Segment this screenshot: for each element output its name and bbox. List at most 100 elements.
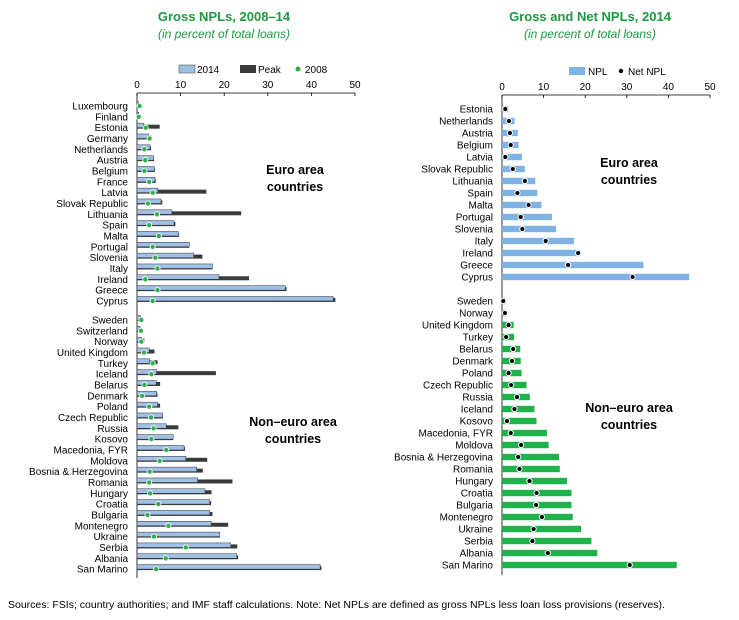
bar-npl bbox=[502, 453, 559, 461]
marker-net-npl bbox=[507, 429, 514, 437]
legend-swatch-2014 bbox=[178, 64, 196, 74]
category-label: Netherlands bbox=[439, 117, 493, 128]
category-label: Czech Republic bbox=[58, 413, 128, 424]
bar-npl bbox=[502, 525, 582, 533]
x-tick-label: 20 bbox=[219, 80, 231, 91]
marker-net-npl bbox=[505, 321, 512, 329]
category-label: Slovenia bbox=[455, 225, 494, 236]
marker-net-npl bbox=[517, 213, 524, 221]
category-label: Albania bbox=[460, 549, 494, 560]
npl-figure: Gross NPLs, 2008–14 (in percent of total … bbox=[29, 9, 716, 578]
marker-net-npl bbox=[501, 309, 509, 317]
marker-2008 bbox=[136, 103, 143, 110]
category-label: Ireland bbox=[97, 275, 128, 286]
category-label: Latvia bbox=[101, 188, 128, 199]
marker-2008 bbox=[139, 392, 146, 399]
marker-2008 bbox=[146, 479, 153, 486]
marker-2008 bbox=[153, 566, 160, 573]
category-label: Kosovo bbox=[460, 417, 494, 428]
legend-marker-net-npl bbox=[618, 68, 624, 74]
group-label: countries bbox=[601, 418, 657, 432]
category-label: San Marino bbox=[442, 561, 494, 572]
bar-2014 bbox=[136, 358, 150, 364]
marker-2008 bbox=[135, 113, 142, 120]
category-label: Croatia bbox=[461, 489, 494, 500]
bar-2014 bbox=[136, 296, 334, 302]
category-label: Croatia bbox=[96, 500, 129, 511]
marker-net-npl bbox=[505, 369, 512, 377]
category-label: Bulgaria bbox=[456, 501, 493, 512]
group-label: countries bbox=[267, 180, 323, 194]
category-label: Lithuania bbox=[87, 210, 128, 221]
bar-npl bbox=[502, 153, 522, 161]
category-label: Turkey bbox=[463, 333, 493, 344]
marker-net-npl bbox=[503, 417, 511, 425]
marker-net-npl bbox=[507, 141, 514, 149]
category-label: Greece bbox=[95, 286, 128, 297]
marker-net-npl bbox=[503, 333, 510, 341]
bar-npl bbox=[502, 369, 522, 377]
source-note: Sources: FSIs; country authorities; and … bbox=[8, 599, 665, 611]
marker-2008 bbox=[154, 287, 161, 294]
bar-npl bbox=[502, 177, 536, 185]
bar-npl bbox=[502, 273, 690, 281]
category-label: Russia bbox=[462, 393, 493, 404]
x-tick-label: 40 bbox=[663, 82, 675, 93]
marker-net-npl bbox=[538, 513, 546, 521]
category-label: Moldova bbox=[90, 456, 128, 467]
group-label: Euro area bbox=[266, 163, 325, 177]
bar-npl bbox=[502, 561, 677, 569]
category-label: Denmark bbox=[87, 391, 129, 402]
category-label: Poland bbox=[462, 369, 493, 380]
group-label: Non–euro area bbox=[249, 415, 338, 429]
marker-2008 bbox=[147, 490, 154, 497]
bar-2014 bbox=[136, 521, 212, 527]
bar-2014 bbox=[136, 187, 159, 193]
bar-npl bbox=[502, 213, 552, 221]
category-label: Belgium bbox=[92, 166, 128, 177]
bar-2014 bbox=[136, 220, 175, 226]
marker-net-npl bbox=[510, 345, 517, 353]
bar-peak bbox=[137, 371, 216, 376]
marker-2008 bbox=[152, 254, 159, 261]
category-label: Lithuania bbox=[452, 177, 493, 188]
bar-npl bbox=[502, 201, 542, 209]
category-label: Greece bbox=[460, 261, 493, 272]
chart-subtitle: (in percent of total loans) bbox=[158, 27, 290, 41]
marker-net-npl bbox=[525, 201, 532, 209]
marker-net-npl bbox=[502, 105, 509, 113]
x-tick-label: 0 bbox=[134, 80, 140, 91]
marker-2008 bbox=[144, 200, 151, 207]
category-label: Spain bbox=[467, 189, 493, 200]
marker-net-npl bbox=[514, 189, 521, 197]
marker-2008 bbox=[162, 555, 169, 562]
marker-2008 bbox=[142, 124, 149, 131]
bar-npl bbox=[502, 405, 535, 413]
category-label: Sweden bbox=[457, 297, 493, 308]
marker-2008 bbox=[151, 533, 158, 540]
bar-2014 bbox=[136, 177, 156, 183]
marker-2008 bbox=[149, 243, 156, 250]
category-label: Serbia bbox=[99, 543, 128, 554]
bar-2014 bbox=[136, 445, 185, 451]
legend-label: 2014 bbox=[197, 65, 220, 76]
marker-net-npl bbox=[542, 237, 549, 245]
category-label: Albania bbox=[95, 554, 129, 565]
bar-npl bbox=[502, 261, 644, 269]
marker-2008 bbox=[146, 468, 153, 475]
category-label: Bosnia & Herzegovina bbox=[29, 467, 128, 478]
bar-npl bbox=[502, 477, 567, 485]
bar-peak bbox=[137, 189, 207, 194]
marker-net-npl bbox=[575, 249, 582, 257]
category-label: Moldova bbox=[455, 441, 493, 452]
marker-net-npl bbox=[505, 117, 513, 125]
legend-swatch-peak bbox=[240, 65, 256, 73]
marker-2008 bbox=[156, 457, 163, 464]
marker-net-npl bbox=[513, 393, 521, 401]
bar-2014 bbox=[136, 510, 211, 516]
category-label: Cyprus bbox=[461, 273, 493, 284]
x-tick-label: 30 bbox=[621, 82, 633, 93]
category-label: Austria bbox=[462, 129, 494, 140]
marker-2008 bbox=[155, 232, 162, 239]
bar-2014 bbox=[136, 263, 213, 269]
